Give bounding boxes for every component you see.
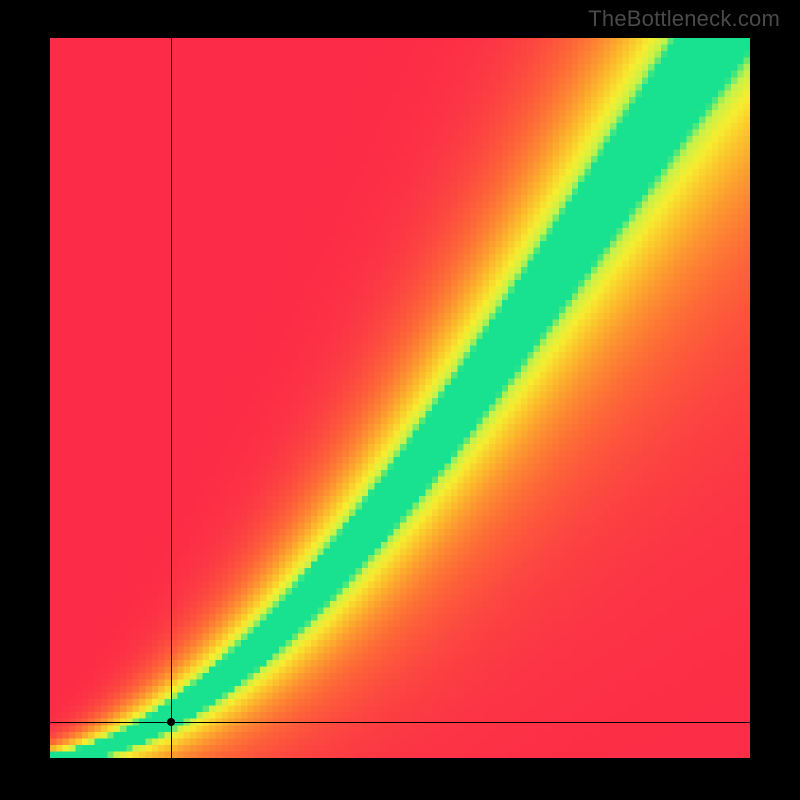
crosshair-vertical	[171, 38, 172, 758]
watermark-text: TheBottleneck.com	[588, 6, 780, 32]
crosshair-marker	[167, 718, 175, 726]
crosshair-horizontal	[50, 722, 750, 723]
bottleneck-heatmap	[50, 38, 750, 758]
